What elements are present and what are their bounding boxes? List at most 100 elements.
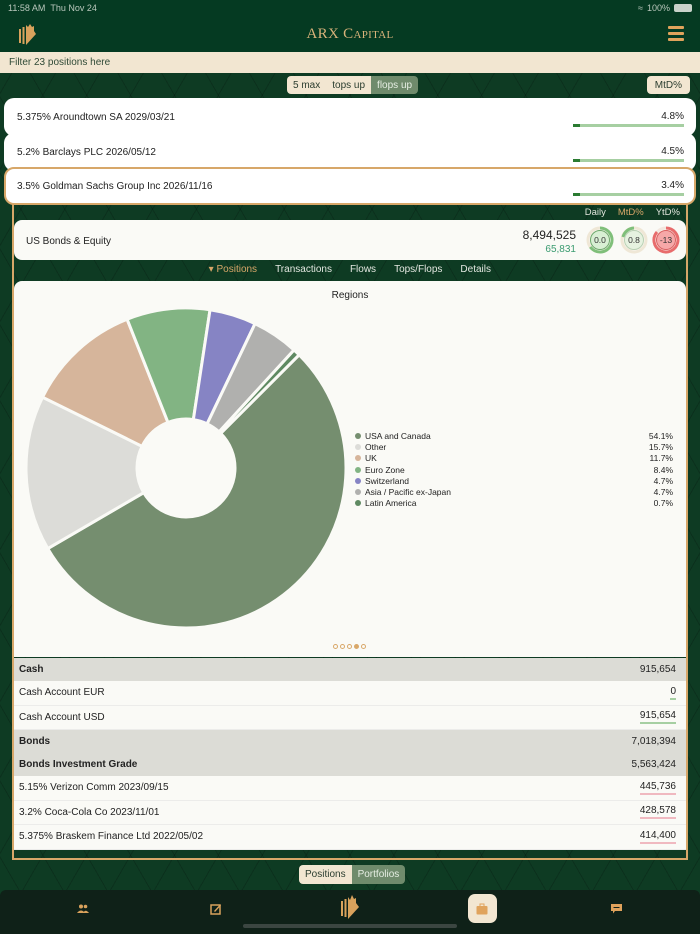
portfolio-summary-card[interactable]: US Bonds & Equity 8,494,525 65,831 0.0 0… — [14, 220, 686, 260]
group-header-row[interactable]: Bonds 7,018,394 — [14, 730, 686, 753]
legend-swatch — [355, 432, 361, 439]
messages-icon[interactable] — [611, 904, 622, 914]
legend-value: 4.7% — [653, 475, 673, 486]
legend-swatch — [355, 443, 361, 450]
mtd-gauge: 0.8 — [620, 226, 648, 254]
tab-flows[interactable]: Flows — [349, 264, 377, 275]
legend-item: UK 11.7% — [355, 453, 673, 464]
filter-input[interactable]: Filter 23 positions here — [0, 52, 700, 73]
portfolio-total: 8,494,525 — [522, 228, 576, 242]
portfolio-briefcase-icon[interactable] — [476, 903, 488, 915]
portfolio-panel-frame — [12, 204, 688, 860]
top-flop-item[interactable]: 5.2% Barclays PLC 2026/05/12 4.5% — [4, 133, 696, 171]
segment-flops-up[interactable]: flops up — [371, 76, 419, 94]
pie-slice[interactable] — [45, 352, 348, 630]
segment-5-max[interactable]: 5 max — [287, 76, 327, 94]
filter-placeholder: Filter 23 positions here — [9, 57, 111, 68]
legend-value: 54.1% — [648, 430, 673, 441]
page-dot[interactable] — [347, 644, 352, 649]
row-value: 915,654 — [639, 710, 676, 725]
legend-item: Switzerland 4.7% — [355, 475, 673, 486]
hamburger-menu-icon[interactable] — [668, 26, 684, 42]
period-tabs: Daily MtD% YtD% — [585, 207, 680, 218]
segment-portfolios[interactable]: Portfolios — [351, 865, 406, 884]
row-label: 5.15% Verizon Comm 2023/09/15 — [19, 782, 169, 794]
tab-tops-flops[interactable]: Tops/Flops — [394, 264, 443, 275]
page-indicator[interactable] — [333, 644, 366, 649]
tab-positions[interactable]: ▾ Positions — [208, 264, 258, 275]
legend-item: Latin America 0.7% — [355, 498, 673, 509]
battery-icon — [674, 4, 692, 12]
row-value: 7,018,394 — [631, 736, 677, 747]
legend-label: Switzerland — [365, 475, 409, 486]
status-date: Thu Nov 24 — [50, 3, 97, 13]
legend-value: 11.7% — [649, 453, 673, 464]
segment-positions[interactable]: Positions — [299, 865, 352, 884]
legend-item: USA and Canada 54.1% — [355, 430, 673, 441]
row-value: 0 — [670, 686, 676, 700]
page-dot[interactable] — [340, 644, 345, 649]
position-row[interactable]: 5.15% Verizon Comm 2023/09/15 445,736 — [14, 776, 686, 801]
row-value: 414,400 — [639, 830, 676, 844]
row-label: Cash Account EUR — [19, 687, 105, 699]
pie-slice[interactable] — [216, 347, 302, 436]
row-label: Cash Account USD — [19, 711, 105, 723]
row-value: 428,578 — [639, 805, 676, 820]
legend-value: 15.7% — [648, 441, 673, 452]
page-dot[interactable] — [333, 644, 338, 649]
change-bar — [573, 124, 684, 127]
group-header-row[interactable]: Bonds Investment Grade 5,563,424 — [14, 753, 686, 776]
row-label: 3.2% Coca-Cola Co 2023/11/01 — [19, 806, 160, 818]
top-flop-item[interactable]: 5.375% Aroundtown SA 2029/03/21 4.8% — [4, 98, 696, 136]
status-time: 11:58 AM — [8, 3, 46, 13]
view-segment: Positions Portfolios — [299, 865, 406, 884]
position-change: 3.4% — [661, 180, 684, 191]
page-dot[interactable] — [354, 644, 359, 649]
arx-logo-icon[interactable] — [18, 23, 38, 47]
legend-item: Asia / Pacific ex-Japan 4.7% — [355, 486, 673, 497]
period-daily[interactable]: Daily — [584, 207, 606, 218]
row-value: 445,736 — [639, 781, 676, 795]
pie-slice[interactable] — [40, 317, 170, 449]
position-row[interactable]: Cash Account EUR 0 — [14, 681, 686, 706]
portfolio-name: US Bonds & Equity — [26, 236, 112, 247]
group-header-row[interactable]: Cash 915,654 — [14, 658, 686, 681]
change-bar — [573, 159, 684, 162]
app-title: ARX CAPITAL — [306, 25, 394, 42]
position-row[interactable]: Cash Account USD 915,654 — [14, 706, 686, 730]
legend-swatch — [355, 455, 361, 462]
segment-tops-up[interactable]: tops up — [326, 76, 372, 94]
home-indicator — [243, 924, 457, 928]
legend-label: USA and Canada — [365, 430, 431, 441]
period-mtd[interactable]: MtD% — [617, 207, 644, 218]
change-bar — [573, 193, 684, 196]
row-value: 5,563,424 — [631, 759, 677, 770]
legend-swatch — [355, 500, 361, 507]
legend-swatch — [355, 489, 361, 496]
position-row[interactable]: 3.2% Coca-Cola Co 2023/11/01 428,578 — [14, 801, 686, 825]
tab-transactions[interactable]: Transactions — [275, 264, 332, 275]
metric-selector-button[interactable]: MtD% — [646, 76, 690, 94]
row-label: Bonds — [19, 736, 51, 747]
clients-icon[interactable] — [77, 904, 89, 914]
legend-label: Latin America — [365, 498, 417, 509]
position-change: 4.8% — [661, 111, 684, 122]
wifi-icon: ≈ — [638, 3, 643, 13]
row-label: Bonds Investment Grade — [19, 759, 138, 770]
tab-details[interactable]: Details — [460, 264, 491, 275]
pie-slice[interactable] — [24, 395, 146, 551]
position-row[interactable]: 5.375% Braskem Finance Ltd 2022/05/02 414… — [14, 825, 686, 850]
regions-donut-chart[interactable] — [24, 306, 354, 636]
edit-icon[interactable] — [210, 903, 222, 915]
legend-item: Other 15.7% — [355, 441, 673, 452]
legend-value: 0.7% — [653, 498, 673, 509]
row-label: 5.375% Braskem Finance Ltd 2022/05/02 — [19, 831, 204, 843]
top-flop-item-selected[interactable]: 3.5% Goldman Sachs Group Inc 2026/11/16 … — [4, 167, 696, 205]
period-ytd[interactable]: YtD% — [655, 207, 680, 218]
section-tabs: ▾ Positions Transactions Flows Tops/Flop… — [14, 264, 686, 278]
legend-label: Other — [365, 441, 387, 452]
page-dot[interactable] — [361, 644, 366, 649]
legend-label: Euro Zone — [365, 464, 405, 475]
position-name: 3.5% Goldman Sachs Group Inc 2026/11/16 — [17, 181, 213, 192]
arx-logo-icon[interactable] — [340, 895, 360, 921]
